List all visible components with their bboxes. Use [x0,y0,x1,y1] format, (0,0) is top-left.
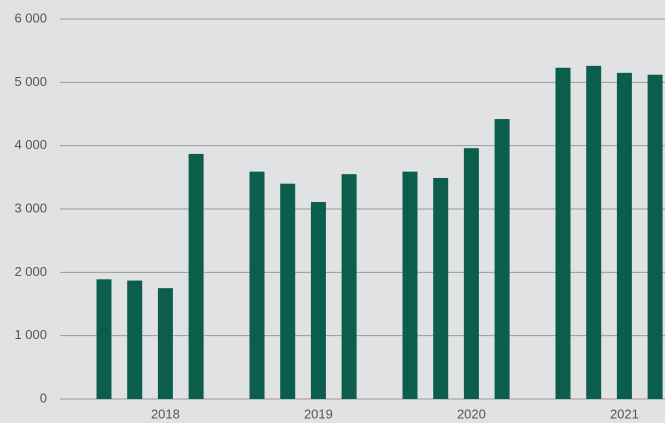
bar [463,148,479,399]
bar [616,72,632,399]
bar [249,171,265,399]
bar [341,174,357,399]
bar [96,279,112,399]
y-tick-label: 0 [40,390,47,405]
bar [494,119,510,400]
x-tick-label: 2018 [151,406,180,421]
bar [280,183,296,399]
x-tick-label: 2019 [304,406,333,421]
bar [433,177,449,399]
y-tick-label: 1 000 [14,327,47,342]
bar [157,288,173,399]
bar [586,65,602,399]
bar [647,74,663,399]
y-tick-label: 5 000 [14,74,47,89]
x-tick-label: 2021 [610,406,639,421]
y-tick-label: 3 000 [14,200,47,215]
bar [310,202,326,399]
bar [188,153,204,399]
y-tick-label: 2 000 [14,264,47,279]
bar [127,280,143,399]
bar [402,171,418,399]
y-tick-label: 6 000 [14,10,47,25]
y-tick-label: 4 000 [14,137,47,152]
bar [555,67,571,400]
x-tick-label: 2020 [457,406,486,421]
